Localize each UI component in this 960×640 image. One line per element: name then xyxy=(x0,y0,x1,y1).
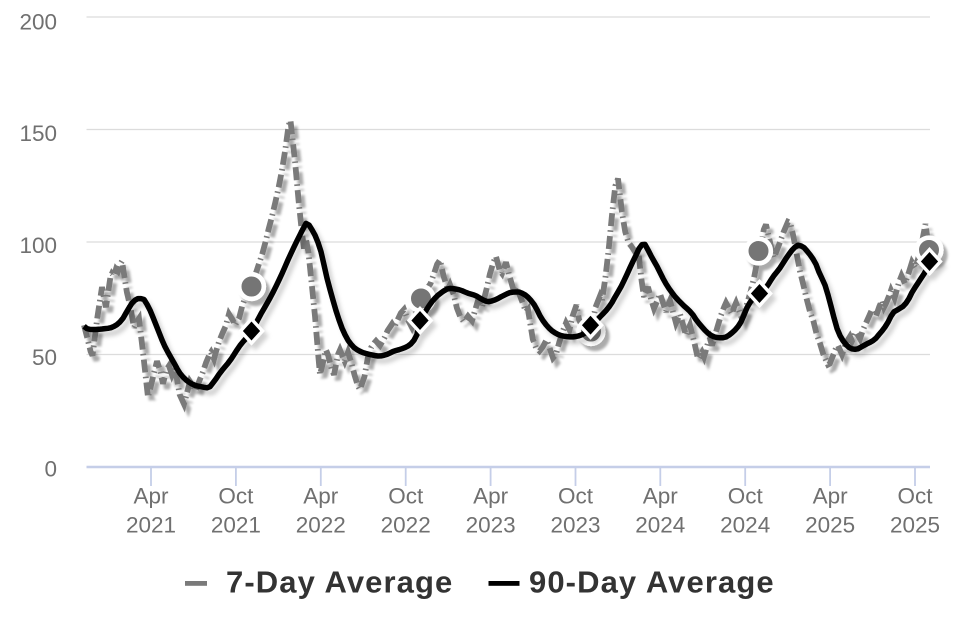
svg-text:2025: 2025 xyxy=(890,512,940,537)
svg-text:2025: 2025 xyxy=(805,512,855,537)
svg-text:Apr: Apr xyxy=(813,484,849,509)
svg-text:Oct: Oct xyxy=(897,484,933,509)
svg-text:Oct: Oct xyxy=(218,484,254,509)
svg-text:Oct: Oct xyxy=(728,484,764,509)
svg-text:Apr: Apr xyxy=(303,484,339,509)
svg-text:Apr: Apr xyxy=(133,484,169,509)
svg-text:2024: 2024 xyxy=(635,512,685,537)
svg-text:Oct: Oct xyxy=(558,484,594,509)
svg-text:2021: 2021 xyxy=(211,512,261,537)
svg-text:200: 200 xyxy=(19,10,57,35)
svg-text:2022: 2022 xyxy=(296,512,346,537)
svg-text:Apr: Apr xyxy=(643,484,679,509)
svg-text:2021: 2021 xyxy=(126,512,176,537)
svg-text:0: 0 xyxy=(44,457,57,482)
svg-text:2022: 2022 xyxy=(381,512,431,537)
svg-text:90-Day Average: 90-Day Average xyxy=(529,565,775,600)
svg-text:150: 150 xyxy=(19,121,57,146)
svg-text:50: 50 xyxy=(32,345,57,370)
svg-text:2023: 2023 xyxy=(466,512,516,537)
svg-text:Oct: Oct xyxy=(388,484,424,509)
svg-text:7-Day Average: 7-Day Average xyxy=(226,565,453,600)
svg-text:2024: 2024 xyxy=(720,512,770,537)
svg-text:2023: 2023 xyxy=(550,512,600,537)
svg-text:Apr: Apr xyxy=(473,484,509,509)
svg-text:100: 100 xyxy=(19,233,57,258)
